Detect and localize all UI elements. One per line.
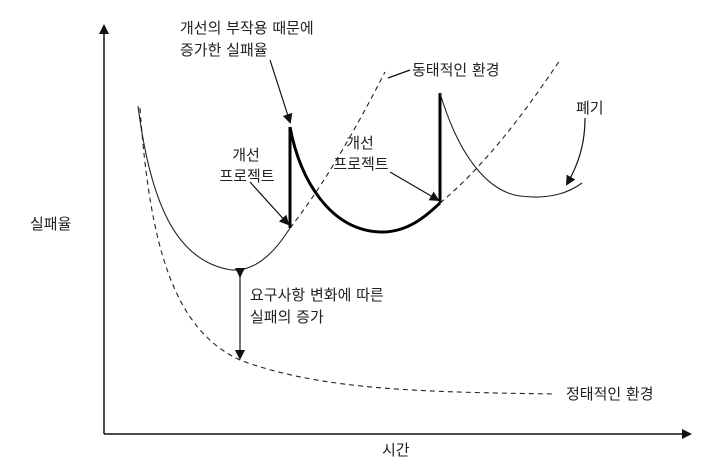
y-axis-label: 실패율 (30, 215, 72, 233)
x-axis-label: 시간 (382, 441, 410, 459)
project1-label-line1: 개선 (232, 146, 260, 164)
post-upgrade-curve-1 (288, 126, 442, 234)
side-effect-arrow (269, 59, 293, 124)
retirement-label: 폐기 (576, 99, 604, 117)
project2-label-line1: 개선 (346, 134, 374, 152)
side-effect-label-line1: 개선의 부작용 때문에 (180, 19, 314, 37)
dynamic-env-label: 동태적인 환경 (412, 61, 500, 79)
static-env-label: 정태적인 환경 (566, 385, 654, 403)
dynamic-environment-curve (137, 105, 291, 271)
retirement-arrow (565, 117, 586, 186)
side-effect-label-line2: 증가한 실패율 (180, 41, 268, 59)
project2-label-line2: 프로젝트 (333, 155, 389, 173)
project1-label-line2: 프로젝트 (219, 167, 275, 185)
dynamic-environment-dashed-2 (439, 59, 561, 204)
dynamic-env-pointer (387, 69, 411, 79)
static-environment-curve (139, 107, 556, 395)
project2-arrow (389, 171, 440, 202)
dynamic-environment-dashed (289, 71, 386, 229)
project1-arrow (249, 181, 290, 226)
requirement-change-line2: 실패의 증가 (250, 308, 324, 326)
requirement-change-line1: 요구사항 변화에 따른 (250, 286, 384, 304)
post-upgrade-curve-2 (439, 92, 583, 198)
